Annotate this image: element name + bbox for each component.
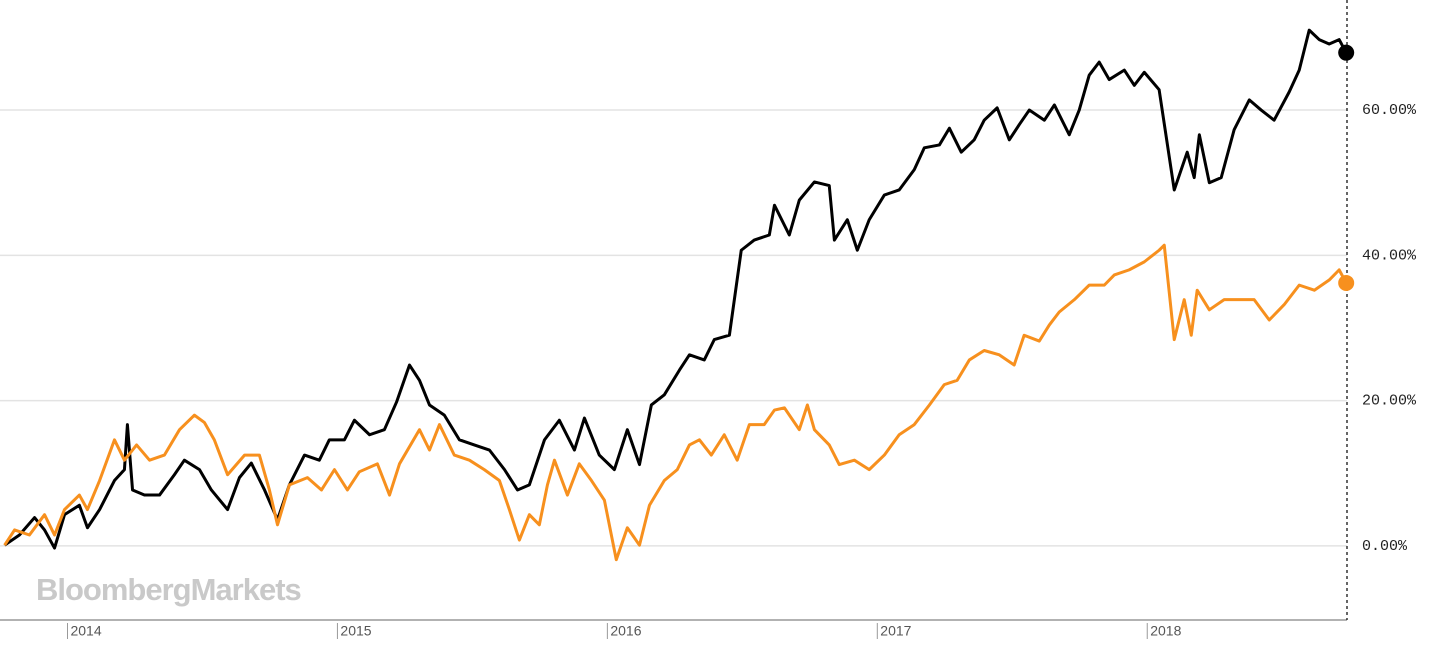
y-tick-label: 20.00% xyxy=(1362,393,1417,410)
x-tick-label: 2017 xyxy=(880,623,911,639)
series-line xyxy=(3,243,1348,562)
x-tick-label: 2016 xyxy=(610,623,641,639)
y-tick-label: 0.00% xyxy=(1362,538,1408,555)
end-marker xyxy=(1338,274,1355,291)
series-line xyxy=(3,28,1348,550)
x-tick-label: 2014 xyxy=(70,623,101,639)
y-tick-label: 40.00% xyxy=(1362,247,1417,264)
y-tick-label: 60.00% xyxy=(1362,102,1417,119)
x-tick-label: 2018 xyxy=(1150,623,1181,639)
end-marker xyxy=(1338,44,1355,61)
x-tick-label: 2015 xyxy=(340,623,371,639)
brand-logo: BloombergMarkets xyxy=(36,572,301,607)
